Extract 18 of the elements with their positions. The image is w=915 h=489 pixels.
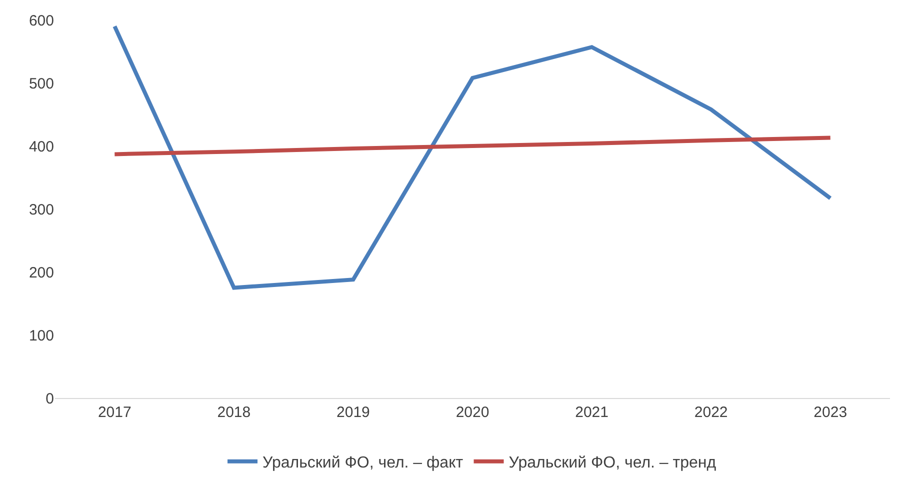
x-tick-label: 2022 [694,404,728,421]
line-series [112,136,832,156]
y-tick-label: 600 [28,12,54,30]
y-tick-label: 0 [46,390,54,408]
x-tick-label: 2023 [814,404,848,421]
legend-label: Уральский ФО, чел. – факт [262,454,464,472]
x-tick-label: 2020 [456,404,490,421]
y-tick-label: 200 [28,264,54,282]
y-tick-label: 500 [28,75,54,92]
x-tick-label: 2018 [217,404,251,421]
x-tick-label: 2017 [98,404,132,421]
line-series [112,24,832,290]
x-tick-label: 2019 [336,404,370,421]
legend-label: Уральский ФО, чел. – тренд [508,454,717,472]
y-tick-label: 400 [28,138,54,156]
y-tick-label: 100 [28,327,54,344]
y-tick-label: 300 [28,201,54,218]
x-tick-label: 2021 [575,404,608,421]
